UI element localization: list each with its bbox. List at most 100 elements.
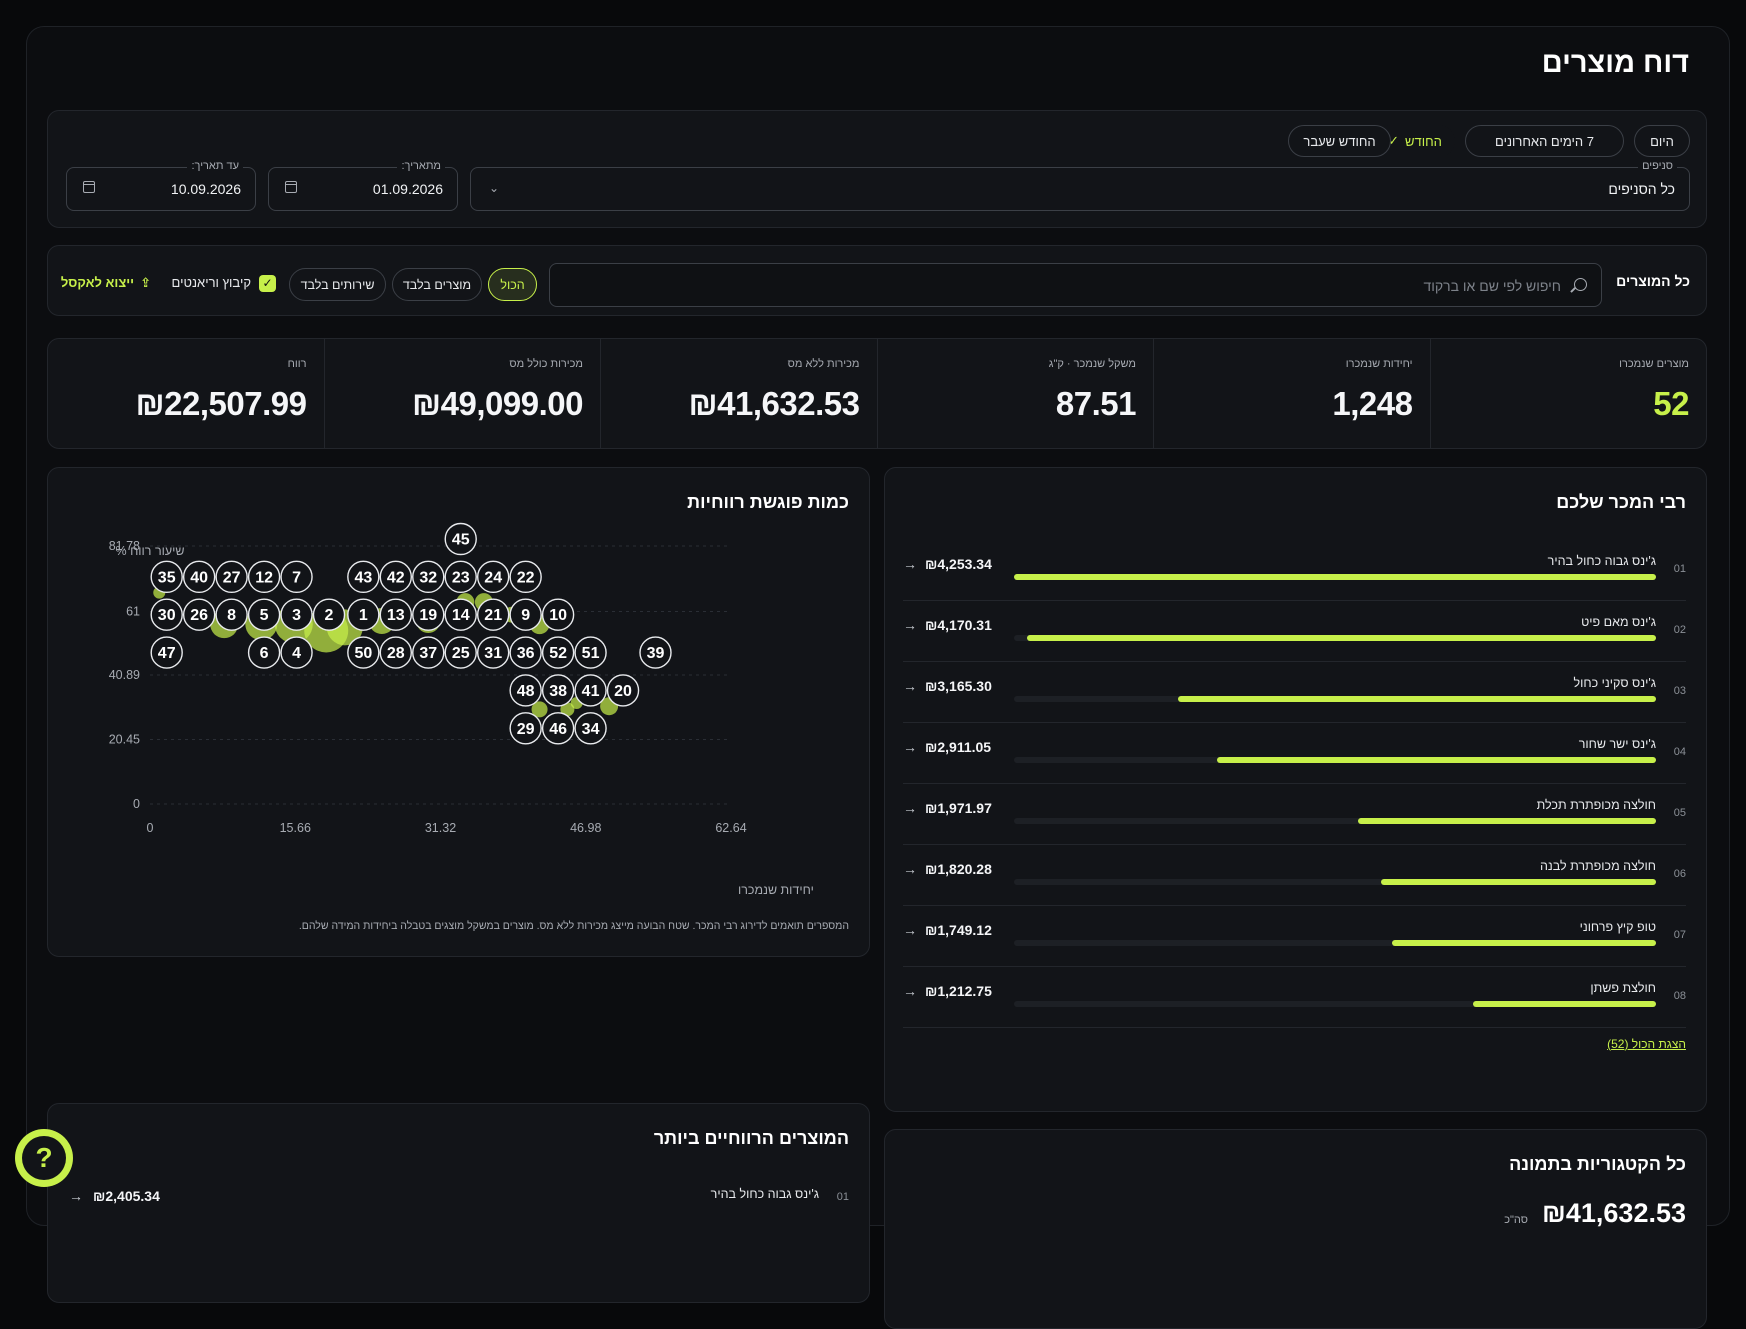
y-tick-label: 20.45: [109, 732, 140, 746]
calendar-icon: [81, 181, 95, 195]
arrow-right-icon[interactable]: →: [903, 922, 917, 938]
chevron-down-icon: ⌄: [488, 181, 499, 195]
marker-label: 28: [387, 645, 405, 662]
most-profitable-title: המוצרים הרווחיים ביותר: [653, 1128, 849, 1148]
marker-5: 5: [247, 598, 281, 631]
arrow-right-icon[interactable]: →: [903, 739, 917, 755]
marker-4: 4: [280, 636, 313, 669]
row-rank: 08: [1673, 990, 1686, 1002]
best-seller-row[interactable]: 01 ג'ינס גבוה כחול בהיר ₪4,253.34 →: [903, 540, 1686, 601]
marker-25: 25: [444, 636, 477, 669]
marker-label: 19: [419, 607, 437, 624]
marker-circle: [574, 636, 607, 669]
marker-circle: [541, 598, 575, 631]
row-amount: ₪4,253.34: [925, 556, 992, 572]
y-tick-label: 81.78: [109, 539, 140, 553]
marker-label: 26: [190, 607, 208, 624]
marker-35: 35: [150, 560, 183, 594]
marker-label: 29: [517, 721, 535, 738]
marker-label: 34: [582, 721, 600, 738]
arrow-right-icon[interactable]: →: [903, 800, 917, 816]
stat-value: ₪41,632.53: [688, 385, 860, 422]
marker-label: 20: [614, 683, 632, 700]
page-title: דוח מוצרים: [1541, 47, 1689, 79]
to-date-value: 10.09.2026: [170, 181, 241, 197]
quick-today-button[interactable]: היום: [1634, 125, 1690, 157]
to-date-field[interactable]: עד תאריך: 10.09.2026: [66, 160, 256, 211]
stat-sales-ex-tax: מכירות ללא מס ₪41,632.53: [600, 339, 877, 448]
search-placeholder: חיפוש לפי שם או ברקוד: [1423, 278, 1561, 294]
sales-bar-track: [1014, 818, 1656, 824]
marker-circle: [247, 598, 281, 631]
arrow-right-icon[interactable]: →: [903, 556, 917, 572]
quantity-profit-chart-card: כמות פוגשת רווחיות 0 20.45 40.89 61 81.78 0 15…: [47, 467, 870, 957]
segment-all[interactable]: הכול: [488, 268, 537, 301]
help-button[interactable]: ?: [15, 1129, 73, 1187]
sales-bar-fill: [1216, 757, 1656, 763]
marker-label: 41: [582, 683, 600, 700]
marker-circle: [444, 560, 477, 594]
marker-label: 35: [158, 569, 176, 586]
categories-card: כל הקטגוריות בתמונה ₪41,632.53 סה"כ: [884, 1129, 1707, 1329]
marker-24: 24: [476, 560, 510, 594]
best-seller-row[interactable]: 04 ג'ינס ישר שחור ₪2,911.05 →: [903, 723, 1686, 784]
y-axis-label: שיעור רווח %: [115, 544, 184, 558]
marker-36: 36: [509, 636, 542, 669]
segment-products[interactable]: מוצרים בלבד: [392, 268, 482, 301]
branches-select[interactable]: סניפים כל הסניפים ⌄: [470, 160, 1690, 211]
marker-42: 42: [379, 560, 412, 594]
quick-this-month-label: החודש: [1405, 133, 1442, 149]
quick-7days-button[interactable]: 7 הימים האחרונים: [1465, 125, 1624, 157]
from-date-field[interactable]: מתאריך: 01.09.2026: [268, 160, 458, 211]
marker-19: 19: [412, 598, 445, 631]
marker-30: 30: [150, 598, 183, 631]
marker-34: 34: [574, 712, 607, 745]
arrow-right-icon[interactable]: →: [903, 678, 917, 694]
marker-38: 38: [541, 674, 575, 707]
marker-39: 39: [639, 636, 672, 669]
branches-value: כל הסניפים: [1608, 181, 1675, 197]
arrow-right-icon[interactable]: →: [903, 861, 917, 877]
best-seller-row[interactable]: 07 טופ קיץ פרחוני ₪1,749.12 →: [903, 906, 1686, 967]
row-rank: 07: [1673, 929, 1686, 941]
best-seller-row[interactable]: 02 ג'ינס מאם פיט ₪4,170.31 →: [903, 601, 1686, 662]
search-input[interactable]: חיפוש לפי שם או ברקוד: [549, 263, 1602, 307]
row-product-name: ג'ינס סקיני כחול: [1573, 676, 1656, 690]
marker-circle: [182, 598, 216, 631]
marker-label: 30: [158, 607, 176, 624]
marker-8: 8: [215, 598, 248, 631]
marker-label: 13: [387, 607, 405, 624]
marker-circle: [347, 598, 380, 631]
segment-services[interactable]: שירותים בלבד: [289, 268, 386, 301]
sales-bar-track: [1014, 635, 1656, 641]
show-all-link[interactable]: הצגת הכול (52): [1607, 1037, 1686, 1051]
sales-bar-fill: [1014, 574, 1656, 580]
sales-bar-track: [1014, 696, 1656, 702]
best-seller-row[interactable]: 08 חולצת פשתן ₪1,212.75 →: [903, 967, 1686, 1028]
marker-label: 52: [549, 645, 567, 662]
marker-40: 40: [182, 560, 216, 594]
y-tick-label: 40.89: [109, 668, 140, 682]
best-seller-row[interactable]: 05 חולצה מכופתרת תכלת ₪1,971.97 →: [903, 784, 1686, 845]
best-seller-row[interactable]: 03 ג'ינס סקיני כחול ₪3,165.30 →: [903, 662, 1686, 723]
marker-circle: [280, 636, 313, 669]
row-product-name: ג'ינס גבוה כחול בהיר: [1547, 554, 1656, 568]
arrow-right-icon[interactable]: →: [903, 617, 917, 633]
arrow-right-icon[interactable]: →: [903, 983, 917, 999]
quick-last-month-button[interactable]: החודש שעבר: [1288, 125, 1391, 157]
stat-profit: רווח ₪22,507.99: [48, 339, 324, 448]
sales-bar-fill: [1178, 696, 1656, 702]
row-amount: ₪1,820.28: [925, 861, 992, 877]
group-variants-checkbox[interactable]: ✓: [259, 275, 276, 292]
marker-label: 46: [549, 721, 567, 738]
marker-23: 23: [444, 560, 477, 594]
arrow-right-icon[interactable]: →: [69, 1188, 83, 1204]
stat-label: מוצרים שנמכרו: [1619, 358, 1689, 370]
best-sellers-title: רבי המכר שלכם: [1556, 492, 1686, 512]
export-excel-link[interactable]: ⇪ ייצוא לאקסל: [61, 275, 151, 291]
row-rank: 02: [1673, 624, 1686, 636]
marker-28: 28: [379, 636, 412, 669]
best-seller-row[interactable]: 06 חולצה מכופתרת לבנה ₪1,820.28 →: [903, 845, 1686, 906]
marker-label: 50: [354, 645, 372, 662]
marker-circle: [509, 560, 542, 594]
